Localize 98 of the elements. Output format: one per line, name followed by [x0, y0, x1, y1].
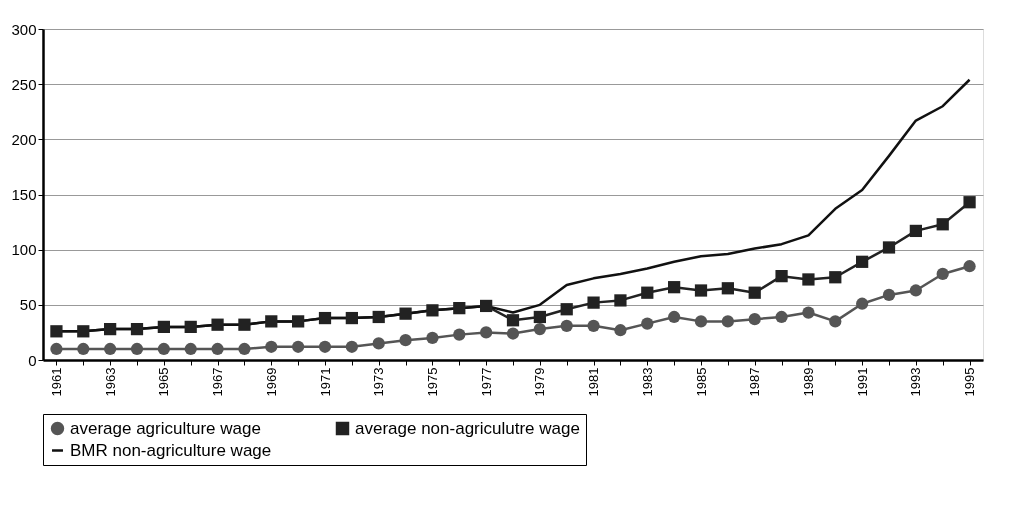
x-tick-label: 1985: [693, 367, 709, 397]
point: [560, 319, 573, 332]
point: [802, 306, 815, 319]
point: [238, 318, 251, 331]
x-tick-label: 1977: [478, 367, 494, 397]
x-tick-label: 1979: [532, 367, 548, 397]
point: [533, 310, 546, 324]
point: [50, 342, 63, 356]
x-tick-label: 1993: [908, 367, 924, 397]
x-tick-label: 1991: [854, 367, 870, 397]
point: [211, 342, 224, 356]
point: [829, 271, 842, 284]
point: [184, 342, 197, 356]
point: [694, 284, 708, 297]
point: [426, 304, 439, 317]
point: [211, 318, 224, 331]
point: [157, 320, 170, 334]
point: [721, 282, 734, 295]
x-tick-label: 1971: [317, 367, 333, 397]
point: [668, 281, 681, 294]
x-tick-label: 1983: [639, 367, 655, 397]
y-tick-label: 150: [11, 186, 37, 203]
point: [963, 260, 976, 273]
point: [748, 286, 761, 299]
point: [157, 342, 170, 356]
point: [345, 340, 358, 353]
point: [936, 218, 949, 231]
point: [345, 311, 358, 325]
point: [533, 322, 546, 336]
point: [506, 327, 520, 340]
x-tick-label: 1987: [747, 367, 763, 397]
point: [104, 342, 117, 356]
point: [775, 310, 788, 324]
x-tick-label: 1963: [102, 367, 118, 397]
point: [641, 317, 654, 330]
point: [856, 297, 869, 310]
point: [104, 322, 117, 336]
point: [453, 328, 466, 341]
point: [614, 324, 627, 337]
point: [292, 315, 305, 328]
y-tick-label: 200: [11, 130, 37, 148]
point: [506, 314, 520, 327]
point: [882, 288, 896, 302]
point: [909, 284, 922, 297]
point: [372, 310, 385, 324]
point: [641, 286, 654, 299]
x-tick-label: 1969: [263, 367, 279, 397]
legend-label: BMR non-agriculture wage: [70, 440, 272, 460]
point: [77, 342, 90, 356]
x-tick-label: 1961: [48, 367, 64, 397]
y-tick-label: 250: [11, 75, 37, 93]
point: [318, 340, 332, 353]
point: [882, 241, 896, 254]
point: [480, 326, 493, 339]
y-tick-label: 300: [11, 20, 37, 38]
x-tick-label: 1967: [210, 367, 226, 397]
legend-label: average non-agriculutre wage: [355, 418, 580, 438]
point: [909, 224, 922, 238]
point: [399, 307, 412, 320]
point: [265, 340, 278, 353]
y-tick-label: 100: [11, 241, 37, 259]
point: [936, 267, 949, 281]
x-tick-label: 1965: [156, 367, 172, 397]
point: [453, 302, 466, 315]
point: [721, 315, 734, 328]
point: [856, 255, 869, 268]
point: [587, 296, 600, 309]
point: [50, 325, 63, 338]
x-tick-label: 1975: [424, 367, 440, 397]
x-tick-label: 1989: [800, 367, 816, 397]
point: [587, 319, 600, 332]
point: [238, 342, 251, 356]
point: [318, 311, 332, 325]
point: [130, 342, 144, 356]
x-tick-label: 1995: [962, 367, 978, 397]
point: [399, 334, 412, 347]
point: [426, 331, 439, 345]
point: [184, 320, 197, 334]
point: [77, 325, 90, 338]
y-tick-label: 50: [19, 296, 37, 314]
point: [130, 322, 144, 336]
point: [480, 299, 493, 313]
point: [614, 294, 627, 307]
point: [372, 337, 385, 350]
x-tick-label: 1973: [371, 367, 387, 397]
point: [292, 340, 305, 353]
point: [748, 313, 761, 326]
point: [668, 310, 681, 324]
legend-label: average agriculture wage: [70, 418, 261, 438]
point: [265, 315, 278, 328]
point: [775, 270, 788, 283]
x-tick-label: 1981: [586, 367, 602, 397]
point: [829, 315, 842, 328]
point: [802, 273, 815, 286]
point: [560, 303, 573, 316]
point: [963, 196, 976, 209]
y-tick-label: 0: [28, 351, 37, 369]
point: [694, 315, 708, 328]
